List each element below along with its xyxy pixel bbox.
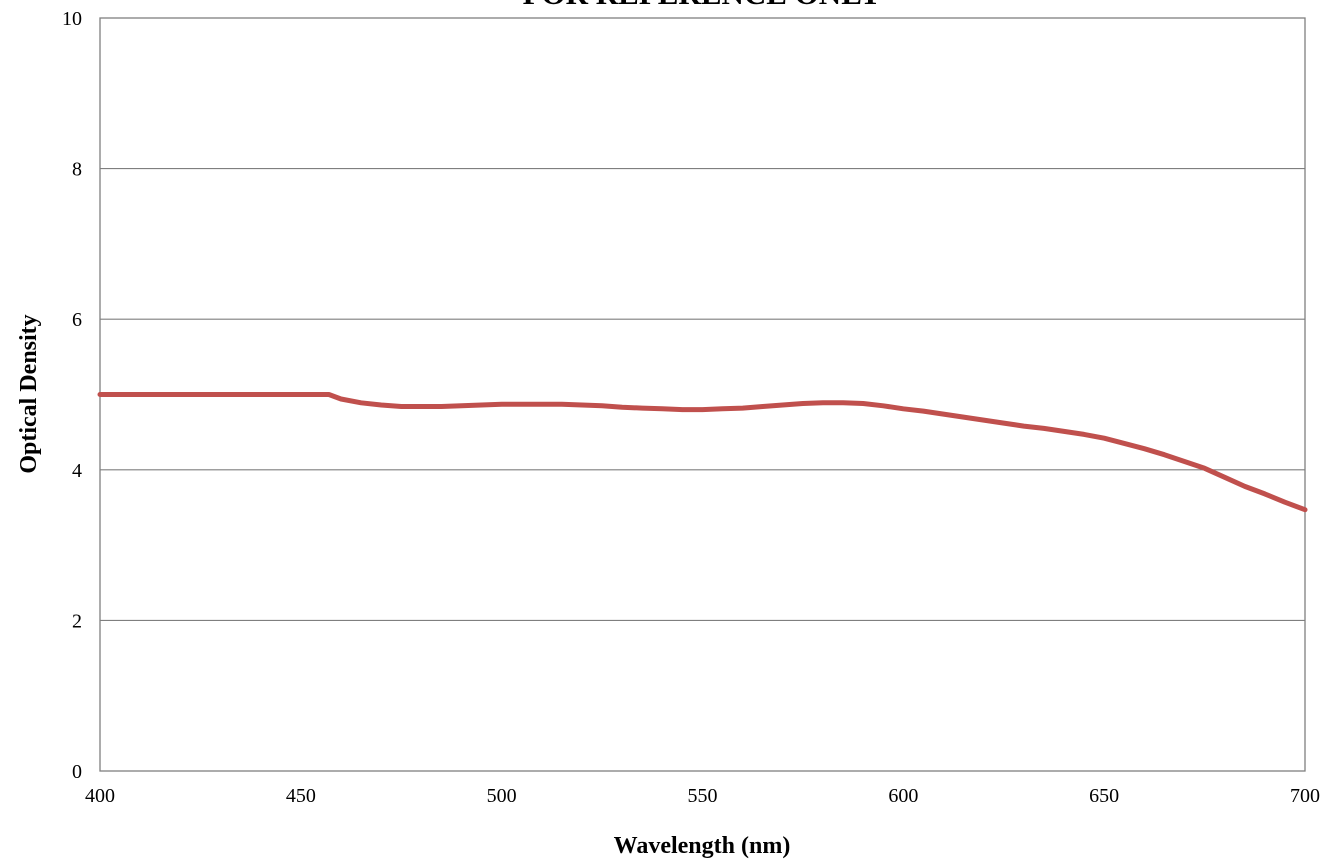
- x-tick-label: 700: [1290, 785, 1320, 807]
- y-tick-label: 8: [72, 159, 82, 181]
- series-layer: [97, 392, 1308, 513]
- y-axis-title: Optical Density: [16, 314, 42, 473]
- gridlines: [100, 168, 1305, 621]
- y-tick-label: 10: [62, 8, 82, 30]
- chart-title: FOR REFERENCE ONLY: [523, 0, 882, 11]
- y-tick-label: 6: [72, 309, 82, 331]
- y-tick-label: 0: [72, 761, 82, 783]
- x-tick-labels: 400 450 500 550 600 650 700: [85, 785, 1320, 807]
- x-tick-label: 550: [688, 785, 718, 807]
- x-tick-label: 650: [1089, 785, 1119, 807]
- x-tick-label: 450: [286, 785, 316, 807]
- y-tick-labels: 0 2 4 6 8 10: [62, 8, 82, 783]
- y-tick-label: 2: [72, 610, 82, 632]
- series-line-0: [97, 392, 1308, 513]
- x-tick-label: 500: [487, 785, 517, 807]
- x-tick-label: 400: [85, 785, 115, 807]
- y-tick-label: 4: [72, 460, 82, 482]
- x-tick-label: 600: [888, 785, 918, 807]
- x-axis-title: Wavelength (nm): [614, 833, 791, 859]
